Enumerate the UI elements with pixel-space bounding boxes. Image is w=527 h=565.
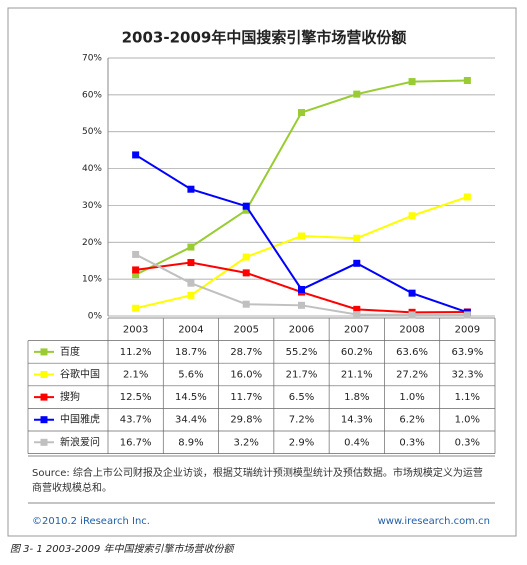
- marker: [353, 259, 361, 267]
- marker: [298, 232, 305, 240]
- website: www.iresearch.com.cn: [378, 516, 490, 527]
- table-cell: 28.7%: [230, 347, 262, 358]
- y-tick-label: 60%: [82, 90, 102, 100]
- table-cell: 11.2%: [120, 347, 152, 358]
- table-cell: 2.1%: [123, 370, 148, 381]
- marker: [132, 151, 140, 159]
- table-cell: 11.7%: [230, 392, 262, 403]
- marker: [353, 234, 361, 242]
- table-cell: 8.9%: [178, 437, 203, 448]
- table-cell: 6.2%: [399, 415, 424, 426]
- y-tick-label: 70%: [82, 54, 102, 64]
- marker: [463, 311, 471, 319]
- table-cell: 21.7%: [286, 370, 318, 381]
- table-cell: 1.1%: [455, 392, 480, 403]
- table-cell: 29.8%: [230, 415, 262, 426]
- marker: [187, 291, 195, 299]
- marker: [298, 109, 305, 117]
- table-cell: 1.0%: [399, 392, 424, 403]
- chart-title: 2003-2009年中国搜索引擎市场营收份额: [122, 29, 407, 47]
- x-tick-label: 2003: [123, 324, 148, 335]
- table-cell: 16.7%: [120, 437, 152, 448]
- x-tick-label: 2007: [344, 324, 369, 335]
- marker: [463, 76, 471, 84]
- marker: [242, 253, 250, 261]
- y-tick-label: 50%: [82, 127, 102, 137]
- table-cell: 0.3%: [455, 437, 480, 448]
- marker: [132, 250, 140, 258]
- table-cell: 14.3%: [341, 415, 373, 426]
- table-cell: 2.9%: [289, 437, 314, 448]
- marker: [132, 271, 140, 279]
- table-cell: 12.5%: [120, 392, 152, 403]
- marker: [353, 90, 361, 98]
- marker: [408, 311, 416, 319]
- marker: [187, 259, 195, 267]
- legend-marker: [40, 393, 48, 401]
- table-cell: 55.2%: [286, 347, 318, 358]
- marker: [408, 289, 416, 297]
- table-cell: 0.4%: [344, 437, 369, 448]
- table-cell: 14.5%: [175, 392, 207, 403]
- legend-marker: [40, 348, 48, 356]
- marker: [408, 212, 416, 220]
- legend-marker: [40, 438, 48, 446]
- legend-label: 中国雅虎: [60, 413, 100, 426]
- table-cell: 18.7%: [175, 347, 207, 358]
- marker: [242, 300, 250, 308]
- legend-label: 谷歌中国: [60, 368, 100, 381]
- legend-label: 搜狗: [60, 390, 80, 403]
- frame: [7, 7, 517, 537]
- marker: [298, 285, 305, 293]
- marker: [242, 202, 250, 210]
- y-tick-label: 30%: [82, 201, 102, 211]
- legend-marker: [40, 371, 48, 378]
- marker: [463, 193, 471, 201]
- marker: [298, 301, 305, 309]
- table-cell: 3.2%: [234, 437, 259, 448]
- y-tick-label: 20%: [82, 238, 102, 248]
- table-cell: 1.0%: [455, 415, 480, 426]
- x-tick-label: 2009: [455, 324, 480, 335]
- table-cell: 0.3%: [399, 437, 424, 448]
- table-cell: 6.5%: [289, 392, 314, 403]
- y-tick-label: 40%: [82, 164, 102, 174]
- marker: [132, 266, 140, 274]
- x-tick-label: 2006: [289, 324, 314, 335]
- table-cell: 32.3%: [451, 370, 483, 381]
- legend-label: 新浪爱问: [60, 435, 100, 448]
- table-cell: 16.0%: [230, 370, 262, 381]
- y-tick-label: 0%: [88, 312, 103, 322]
- marker: [187, 279, 195, 287]
- copyright: ©2010.2 iResearch Inc.: [32, 516, 150, 527]
- table-cell: 34.4%: [175, 415, 207, 426]
- y-tick-label: 10%: [82, 275, 102, 285]
- x-tick-label: 2004: [178, 324, 203, 335]
- table-cell: 27.2%: [396, 370, 428, 381]
- marker: [132, 304, 140, 312]
- marker: [242, 269, 250, 277]
- marker: [353, 305, 361, 313]
- table-cell: 63.9%: [451, 347, 483, 358]
- table-cell: 43.7%: [120, 415, 152, 426]
- table-cell: 21.1%: [341, 370, 373, 381]
- marker: [353, 311, 361, 319]
- marker: [408, 78, 416, 86]
- caption: 图 3- 1 2003-2009 年中国搜索引擎市场营收份额: [10, 543, 236, 555]
- table-cell: 7.2%: [289, 415, 314, 426]
- legend-label: 百度: [60, 345, 80, 358]
- table-cell: 5.6%: [178, 370, 203, 381]
- source: Source: 综合上市公司财报及企业访谈，根据艾瑞统计预测模型统计及预估数据。…: [32, 468, 483, 494]
- marker: [242, 206, 250, 214]
- table-cell: 1.8%: [344, 392, 369, 403]
- table-cell: 63.6%: [396, 347, 428, 358]
- marker: [187, 185, 195, 193]
- legend-marker: [40, 416, 48, 424]
- marker: [187, 243, 195, 251]
- table-cell: 60.2%: [341, 347, 373, 358]
- x-tick-label: 2008: [399, 324, 424, 335]
- x-tick-label: 2005: [233, 324, 258, 335]
